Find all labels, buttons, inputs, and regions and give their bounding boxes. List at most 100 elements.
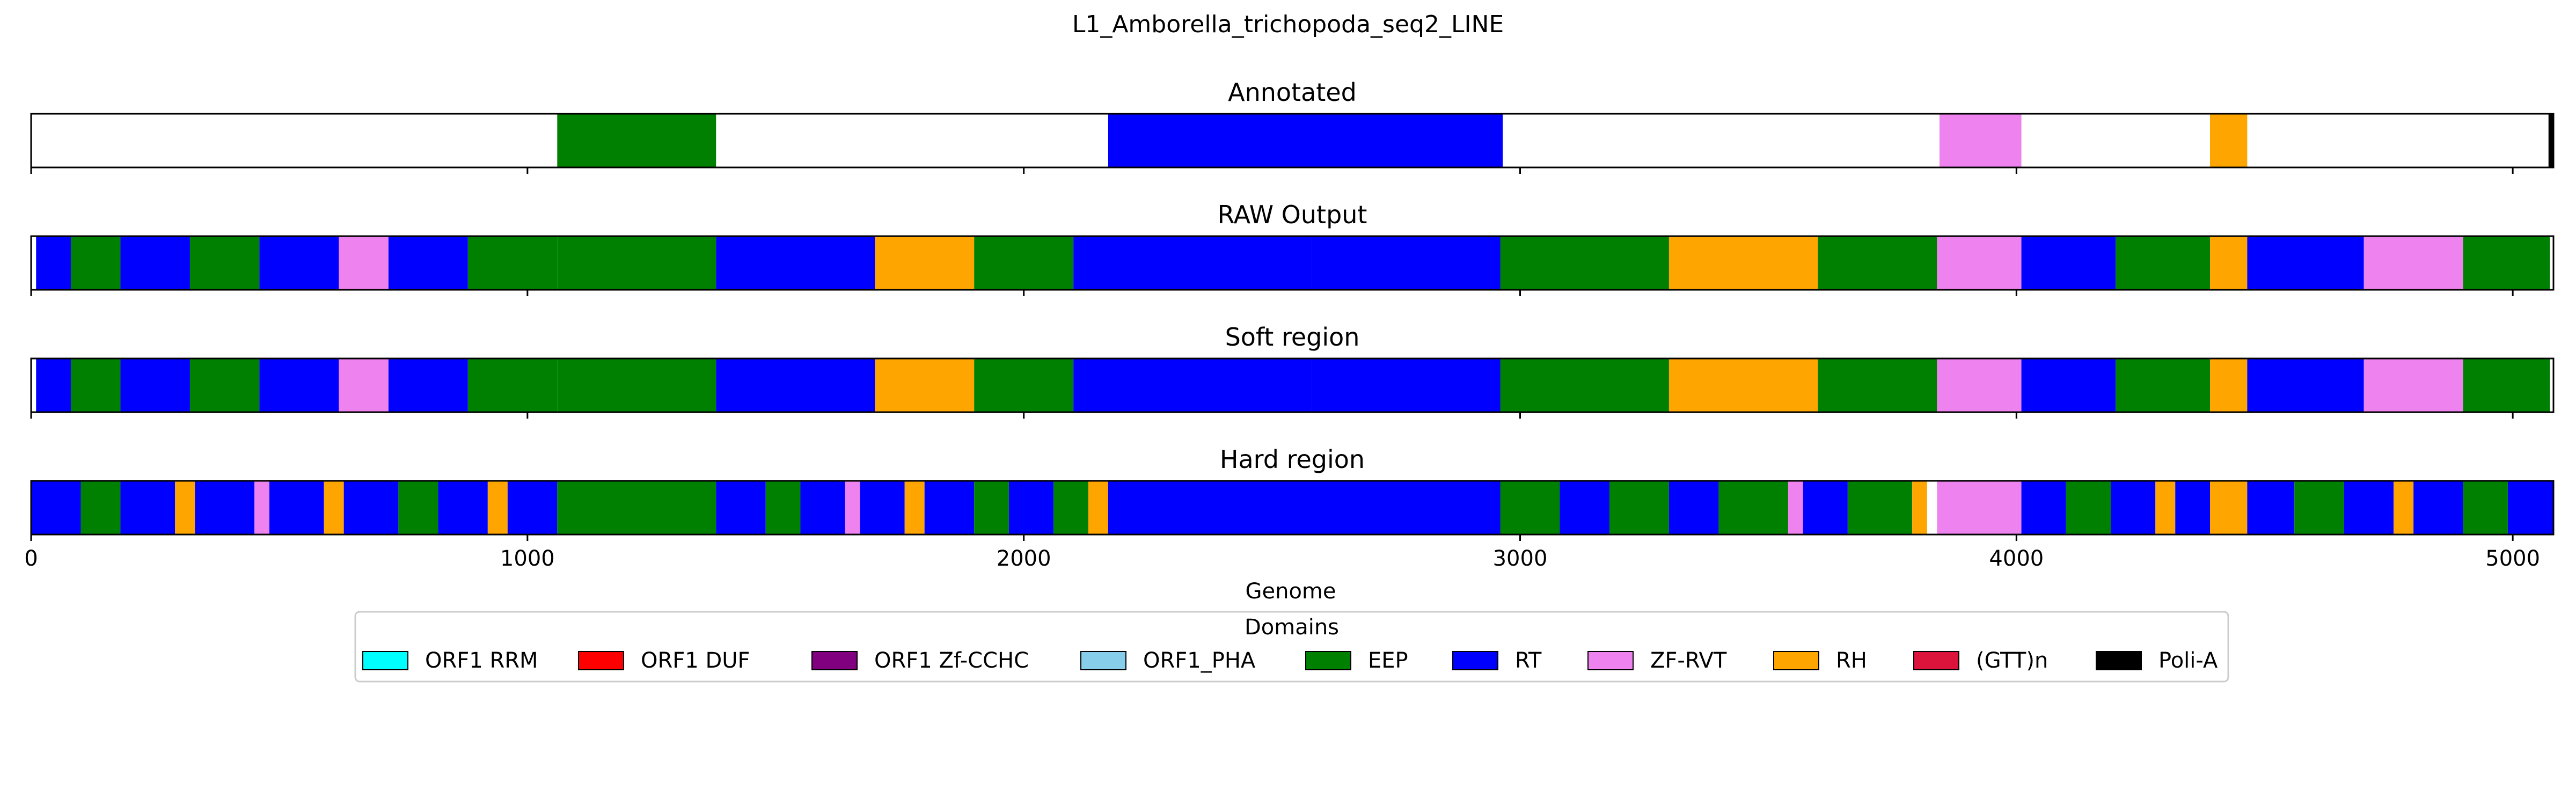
domain-segment — [467, 236, 558, 290]
domain-segment — [1937, 358, 2022, 412]
domain-segment — [1818, 358, 1937, 412]
domain-segment — [2247, 236, 2364, 290]
legend-label: ORF1_PHA — [1143, 648, 1256, 673]
domain-segment — [2116, 358, 2211, 412]
domain-segment — [924, 481, 975, 535]
legend-label: Poli-A — [2158, 648, 2218, 673]
domain-segment — [2294, 481, 2344, 535]
panel-title: RAW Output — [1218, 200, 1367, 229]
domain-segment — [1718, 481, 1788, 535]
domain-segment — [1939, 114, 2022, 167]
domain-segment — [1803, 481, 1848, 535]
domain-segment — [557, 236, 716, 290]
domain-segment — [716, 481, 766, 535]
panel-frame — [30, 480, 2555, 536]
domain-segment — [1108, 114, 1503, 167]
domain-segment — [2175, 481, 2211, 535]
domain-segment — [716, 236, 875, 290]
domain-segment — [2247, 481, 2295, 535]
legend-swatch — [362, 651, 408, 670]
legend-item: ZF-RVT — [1587, 648, 1727, 673]
domain-segment — [1108, 481, 1501, 535]
legend-item: ORF1 DUF — [578, 648, 750, 673]
domain-segment — [1500, 358, 1669, 412]
legend-swatch — [2096, 651, 2142, 670]
panel-frame — [30, 113, 2555, 169]
domain-segment — [339, 358, 389, 412]
legend-swatch — [1305, 651, 1351, 670]
domain-segment — [80, 481, 121, 535]
domain-segment — [388, 236, 468, 290]
legend-label: ORF1 DUF — [641, 648, 750, 673]
track-panels: Annotated RAW Output Soft region Hard regio… — [30, 78, 2555, 541]
panel-title: Annotated — [1228, 78, 1357, 107]
track-panel: Hard region — [30, 445, 2555, 541]
legend-label: RT — [1515, 648, 1542, 673]
domain-segment — [2111, 481, 2156, 535]
domain-segment — [1500, 236, 1669, 290]
x-tick-label: 1000 — [500, 546, 555, 571]
domain-segment — [974, 236, 1074, 290]
domain-segment — [2247, 358, 2364, 412]
domain-segment — [467, 358, 558, 412]
domain-segment — [1088, 481, 1108, 535]
panel-title: Hard region — [1220, 445, 1365, 474]
domain-segment — [2116, 236, 2211, 290]
domain-segment — [2363, 358, 2463, 412]
domain-segment — [31, 481, 81, 535]
domain-segment — [2413, 481, 2463, 535]
domain-segment — [1847, 481, 1913, 535]
domain-segment — [2066, 481, 2111, 535]
track-panel: Annotated — [30, 78, 2555, 174]
legend-item: Poli-A — [2096, 648, 2218, 673]
domain-segment — [845, 481, 860, 535]
domain-segment — [2210, 481, 2248, 535]
x-tick-label: 3000 — [1493, 546, 1548, 571]
domain-segment — [175, 481, 195, 535]
domain-segment — [2507, 481, 2553, 535]
x-tick-label: 0 — [24, 546, 38, 571]
domain-segment — [1073, 358, 1312, 412]
x-tick-label: 2000 — [997, 546, 1051, 571]
legend-item: EEP — [1305, 648, 1408, 673]
domain-segment — [904, 481, 925, 535]
domain-segment — [259, 236, 339, 290]
domain-segment — [1008, 481, 1054, 535]
domain-segment — [860, 481, 905, 535]
domain-segment — [189, 358, 260, 412]
domain-segment — [189, 236, 260, 290]
domain-segment — [2210, 236, 2248, 290]
legend-swatch — [1773, 651, 1819, 670]
domain-segment — [507, 481, 558, 535]
legend-label: RH — [1836, 648, 1867, 673]
domain-segment — [716, 358, 875, 412]
domain-segment — [269, 481, 324, 535]
legend-swatch — [1452, 651, 1498, 670]
legend-title: Domains — [1245, 615, 1339, 640]
domain-segment — [324, 481, 344, 535]
domain-segment — [120, 481, 175, 535]
domain-segment — [1609, 481, 1669, 535]
domain-segment — [1818, 236, 1937, 290]
panel-title: Soft region — [1225, 323, 1360, 352]
figure-title: L1_Amborella_trichopoda_seq2_LINE — [1072, 11, 1504, 38]
domain-segment — [2463, 481, 2508, 535]
legend-item: (GTT)n — [1913, 648, 2048, 673]
domain-segment — [70, 236, 121, 290]
domain-segment — [2021, 481, 2066, 535]
domain-segment — [1912, 481, 1927, 535]
domain-segment — [1500, 481, 1560, 535]
domain-segment — [398, 481, 438, 535]
domain-segment — [557, 358, 716, 412]
domain-segment — [120, 358, 190, 412]
domains-legend: Domains ORF1 RRM ORF1 DUF ORF1 Zf-CCHC ORF1_… — [354, 611, 2229, 683]
x-axis: 0 1000 2000 3000 4000 5000 — [24, 546, 2540, 571]
legend-item: ORF1 RRM — [362, 648, 538, 673]
legend-label: (GTT)n — [1976, 648, 2048, 673]
domain-segment — [339, 236, 389, 290]
domain-segment — [120, 236, 190, 290]
legend-item: RH — [1773, 648, 1867, 673]
legend-item: ORF1_PHA — [1080, 648, 1256, 673]
legend-label: EEP — [1368, 648, 1408, 673]
legend-swatch — [811, 651, 858, 670]
